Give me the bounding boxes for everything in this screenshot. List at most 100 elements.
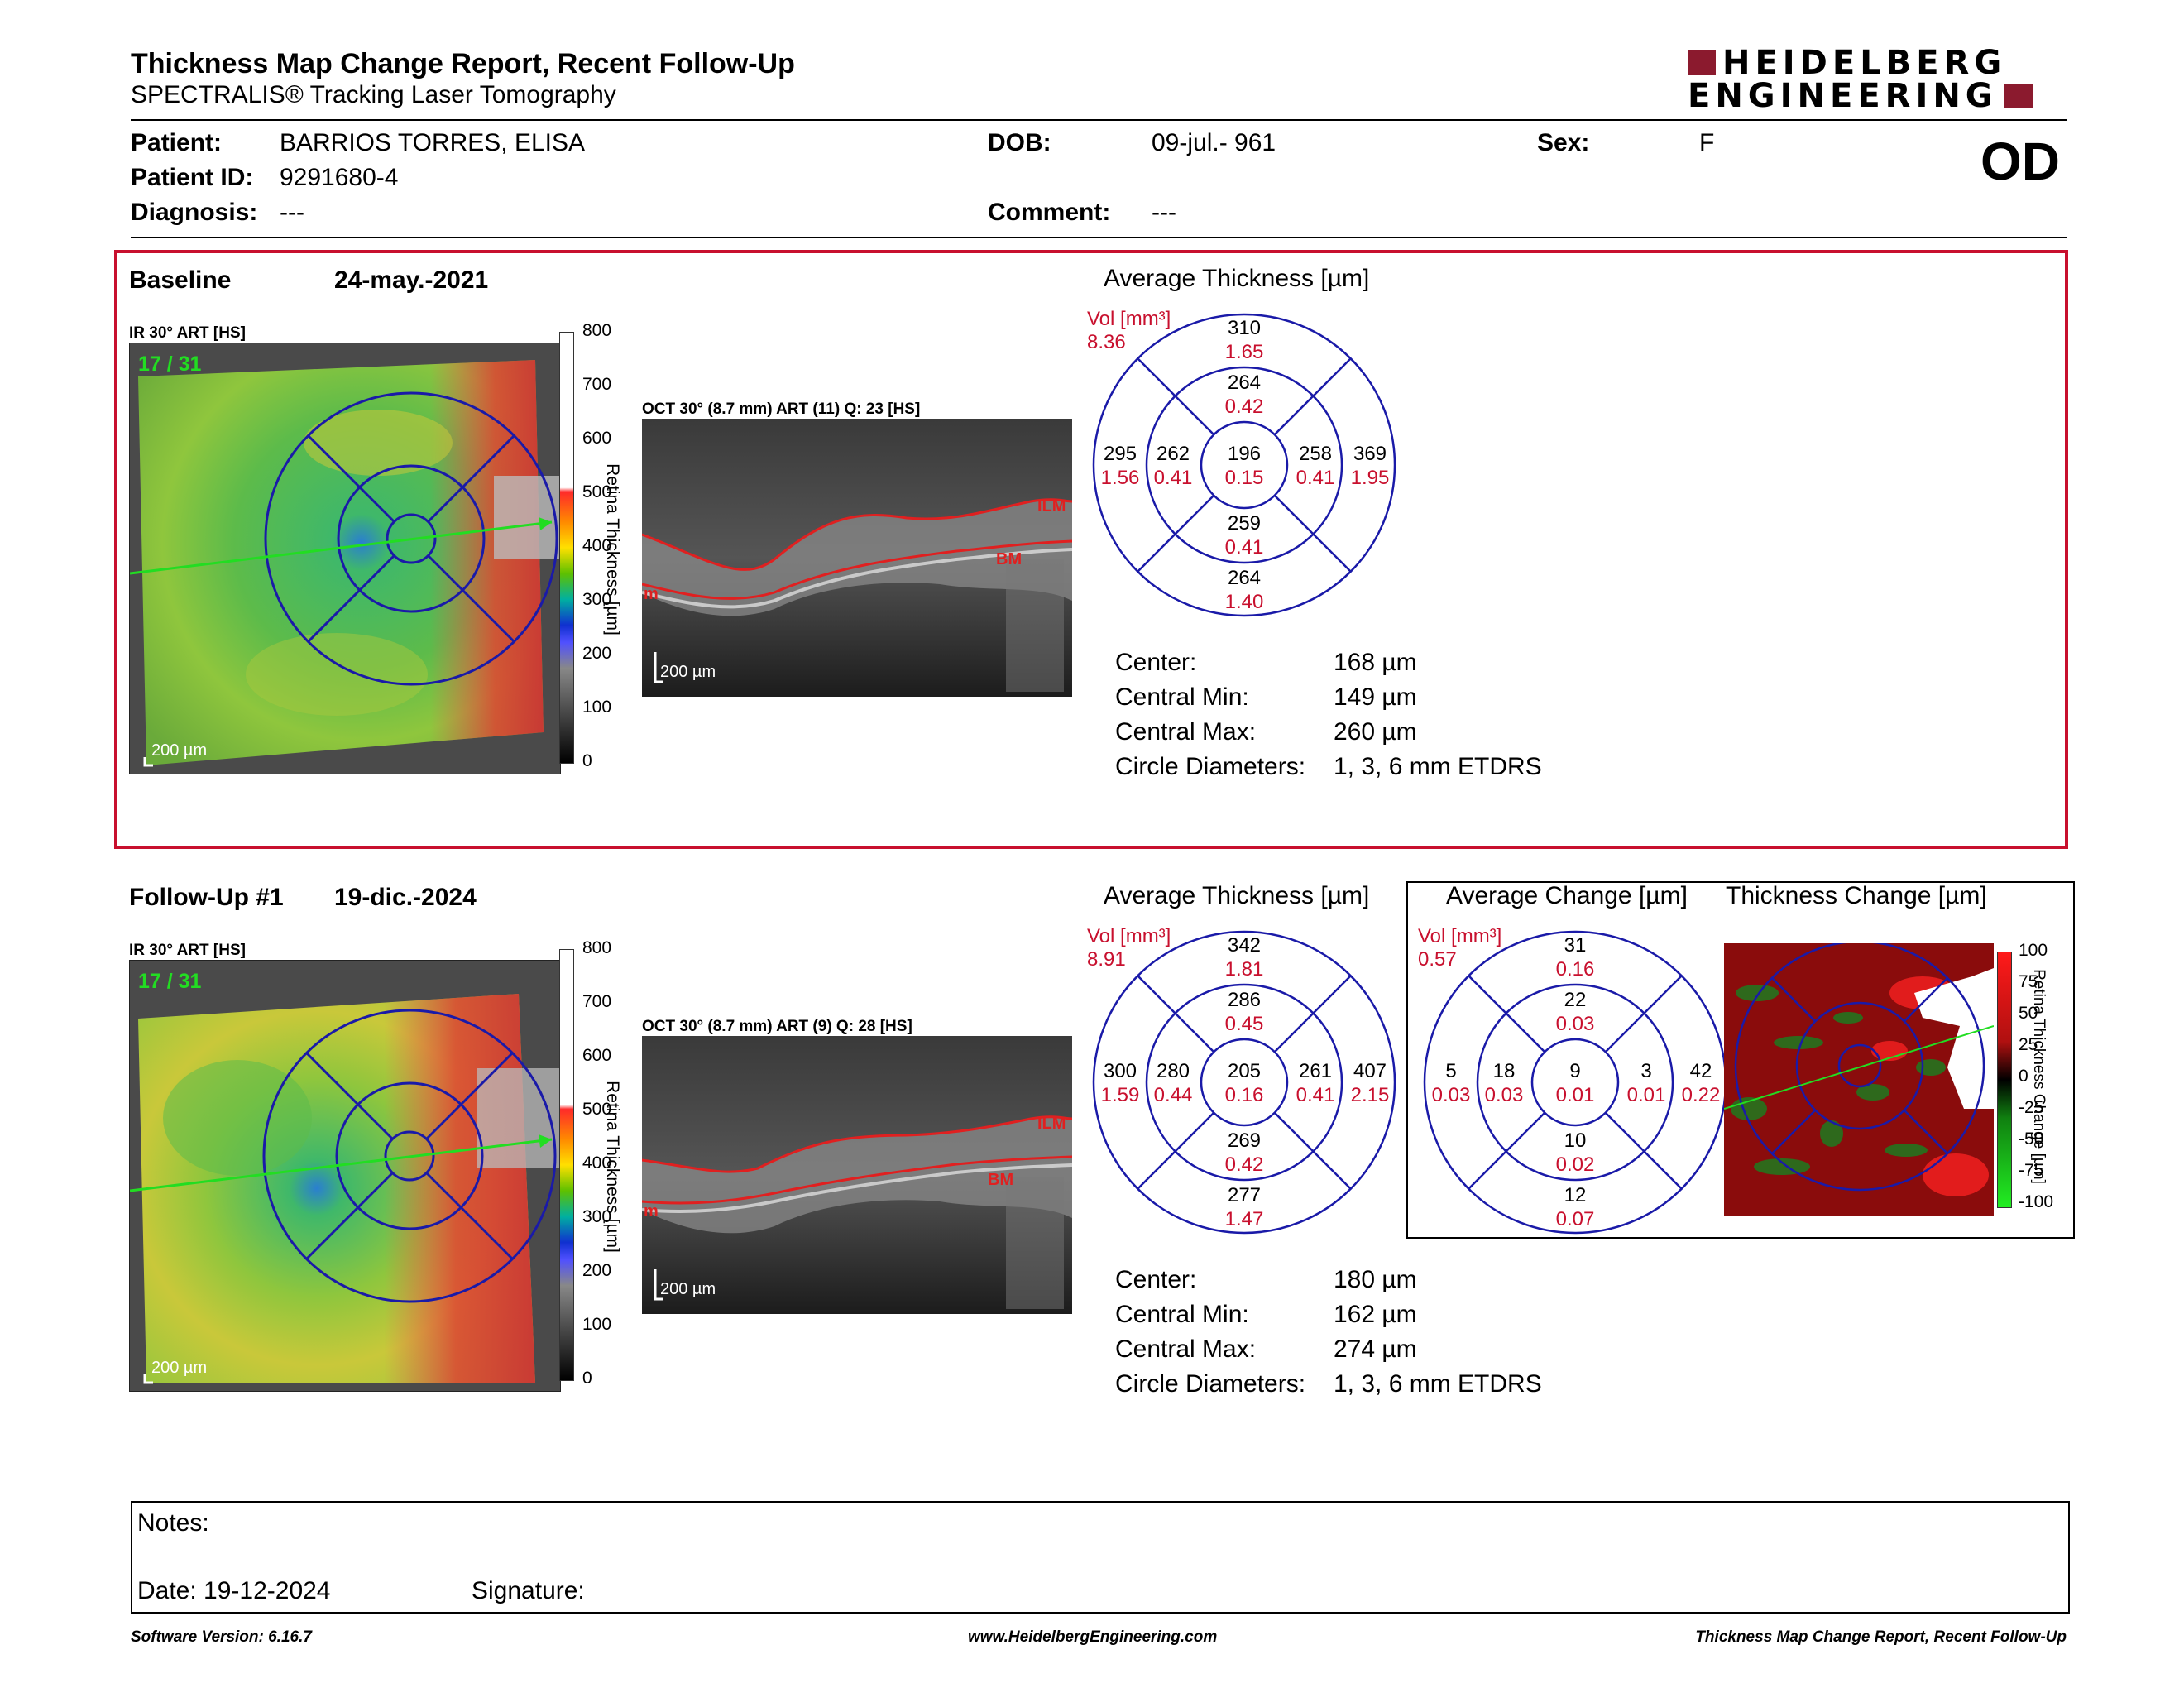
logo-line1: HEIDELBERG xyxy=(1722,44,2007,82)
followup-circle-diameters-value: 1, 3, 6 mm ETDRS xyxy=(1334,1370,1542,1398)
footer-software-version: Software Version: 6.16.7 xyxy=(131,1628,312,1646)
comment-value: --- xyxy=(1152,199,1176,226)
etdrs-left-inner-thickness: 262 xyxy=(1157,443,1190,465)
cb-tick: 200 xyxy=(582,644,612,663)
followup-colorbar xyxy=(559,949,574,1381)
etdrs-center-thickness: 205 xyxy=(1228,1060,1261,1082)
baseline-oct-bm: BM xyxy=(996,550,1022,568)
etdrs-bottom-inner-volume: 0.41 xyxy=(1225,536,1264,559)
patient-name: BARRIOS TORRES, ELISA xyxy=(280,129,586,156)
cb-tick: -25 xyxy=(2019,1098,2044,1117)
change-center: 9 xyxy=(1569,1060,1580,1082)
baseline-avg-thickness-title: Average Thickness [µm] xyxy=(1104,265,1370,292)
etdrs-top-outer-volume: 1.65 xyxy=(1225,341,1264,363)
change-vol-label: Vol [mm³] xyxy=(1418,925,1502,947)
etdrs-bottom-outer-volume: 1.40 xyxy=(1225,591,1264,613)
notes-label: Notes: xyxy=(137,1509,209,1537)
baseline-thickness-map: 17 / 31 200 µm xyxy=(129,343,561,774)
change-bottom-inner-volume: 0.02 xyxy=(1556,1153,1595,1176)
etdrs-left-outer-volume: 1.56 xyxy=(1101,467,1140,489)
etdrs-bottom-outer-thickness: 277 xyxy=(1228,1184,1261,1206)
followup-central-max-value: 274 µm xyxy=(1334,1336,1417,1363)
cb-tick: 75 xyxy=(2019,972,2038,991)
cb-tick: 500 xyxy=(582,1100,612,1119)
followup-etdrs-grid: 342 1.81 286 0.45 300 1.59 280 0.44 205 … xyxy=(1084,923,1415,1254)
change-right-outer-volume: 0.22 xyxy=(1682,1084,1721,1106)
change-bottom-outer-volume: 0.07 xyxy=(1556,1208,1595,1230)
etdrs-right-outer-thickness: 369 xyxy=(1353,443,1387,465)
cb-tick: 0 xyxy=(582,1369,592,1388)
etdrs-right-outer-volume: 2.15 xyxy=(1351,1084,1390,1106)
change-colorbar-label: Retina Thickness Change [µm] xyxy=(2029,969,2048,1184)
change-panel xyxy=(1406,881,2075,1239)
baseline-central-min-value: 149 µm xyxy=(1334,683,1417,711)
notes-box[interactable]: Notes: Date: 19-12-2024 Signature: xyxy=(131,1501,2070,1614)
sex-label: Sex: xyxy=(1537,129,1590,156)
dob-value: 09-jul.- 961 xyxy=(1152,129,1276,156)
change-right-outer: 42 xyxy=(1690,1060,1712,1082)
change-right-inner-volume: 0.01 xyxy=(1627,1084,1666,1106)
followup-colorbar-label: Retina Thickness [µm] xyxy=(602,1081,622,1253)
followup-thickness-map: 17 / 31 200 µm xyxy=(129,960,561,1392)
logo-line2: ENGINEERING xyxy=(1688,77,1998,115)
baseline-frame-counter: 17 / 31 xyxy=(138,352,202,376)
cb-tick: -75 xyxy=(2019,1161,2044,1180)
cb-tick: 800 xyxy=(582,321,612,340)
etdrs-bottom-inner-volume: 0.42 xyxy=(1225,1153,1264,1176)
footer-website: www.HeidelbergEngineering.com xyxy=(968,1628,1218,1646)
change-etdrs-grid: 31 0.16 22 0.03 5 0.03 18 0.03 9 0.01 3 … xyxy=(1415,923,1746,1254)
etdrs-center-volume: 0.16 xyxy=(1225,1084,1264,1106)
change-top-outer-volume: 0.16 xyxy=(1556,958,1595,981)
cb-tick: 600 xyxy=(582,1046,612,1065)
followup-avg-thickness-title: Average Thickness [µm] xyxy=(1104,882,1370,909)
etdrs-top-inner-thickness: 286 xyxy=(1228,989,1261,1011)
baseline-map-scale: 200 µm xyxy=(151,741,207,760)
followup-circle-diameters-label: Circle Diameters: xyxy=(1115,1370,1306,1398)
cb-tick: 50 xyxy=(2019,1004,2038,1023)
baseline-section-frame xyxy=(114,250,2068,849)
cb-tick: 25 xyxy=(2019,1035,2038,1054)
thickness-change-title: Thickness Change [µm] xyxy=(1726,882,1987,909)
etdrs-right-inner-thickness: 258 xyxy=(1299,443,1332,465)
change-top-inner-volume: 0.03 xyxy=(1556,1013,1595,1035)
patient-id-label: Patient ID: xyxy=(131,164,254,191)
baseline-center-label: Center: xyxy=(1115,649,1197,676)
change-bottom-inner: 10 xyxy=(1564,1129,1587,1152)
baseline-date: 24-may.-2021 xyxy=(334,266,489,294)
etdrs-center-thickness: 196 xyxy=(1228,443,1261,465)
followup-central-min-label: Central Min: xyxy=(1115,1301,1249,1328)
change-colorbar xyxy=(1997,952,2012,1208)
eye-indicator: OD xyxy=(1980,132,2060,191)
cb-tick: 400 xyxy=(582,1153,612,1172)
dob-label: DOB: xyxy=(988,129,1051,156)
diagnosis-label: Diagnosis: xyxy=(131,199,258,226)
logo-square-icon xyxy=(1688,50,1716,75)
etdrs-top-inner-volume: 0.45 xyxy=(1225,1013,1264,1035)
cb-tick: -100 xyxy=(2019,1192,2054,1211)
baseline-oct-m: m xyxy=(644,585,659,603)
baseline-colorbar xyxy=(559,332,574,764)
baseline-center-value: 168 µm xyxy=(1334,649,1417,676)
baseline-oct-ilm: ILM xyxy=(1037,497,1066,516)
baseline-etdrs-grid: 310 1.65 264 0.42 295 1.56 262 0.41 196 … xyxy=(1084,306,1415,637)
cb-tick: 100 xyxy=(2019,941,2048,960)
etdrs-left-outer-volume: 1.59 xyxy=(1101,1084,1140,1106)
report-subtitle: SPECTRALIS® Tracking Laser Tomography xyxy=(131,81,616,108)
followup-oct-ilm: ILM xyxy=(1037,1115,1066,1133)
sex-value: F xyxy=(1699,129,1715,156)
followup-oct-bscan: ILM BM m 200 µm xyxy=(642,1036,1072,1314)
followup-frame-counter: 17 / 31 xyxy=(138,970,202,993)
cb-tick: 600 xyxy=(582,429,612,448)
etdrs-top-inner-thickness: 264 xyxy=(1228,372,1261,394)
report-title: Thickness Map Change Report, Recent Foll… xyxy=(131,48,795,79)
etdrs-left-inner-thickness: 280 xyxy=(1157,1060,1190,1082)
followup-ir-label: IR 30° ART [HS] xyxy=(129,942,246,959)
etdrs-center-volume: 0.15 xyxy=(1225,467,1264,489)
etdrs-top-inner-volume: 0.42 xyxy=(1225,396,1264,418)
etdrs-bottom-outer-volume: 1.47 xyxy=(1225,1208,1264,1230)
cb-tick: 300 xyxy=(582,1207,612,1226)
company-logo: HEIDELBERG ENGINEERING xyxy=(1688,46,2068,113)
change-right-inner: 3 xyxy=(1640,1060,1651,1082)
followup-vol-value: 8.91 xyxy=(1087,948,1126,971)
followup-central-min-value: 162 µm xyxy=(1334,1301,1417,1328)
